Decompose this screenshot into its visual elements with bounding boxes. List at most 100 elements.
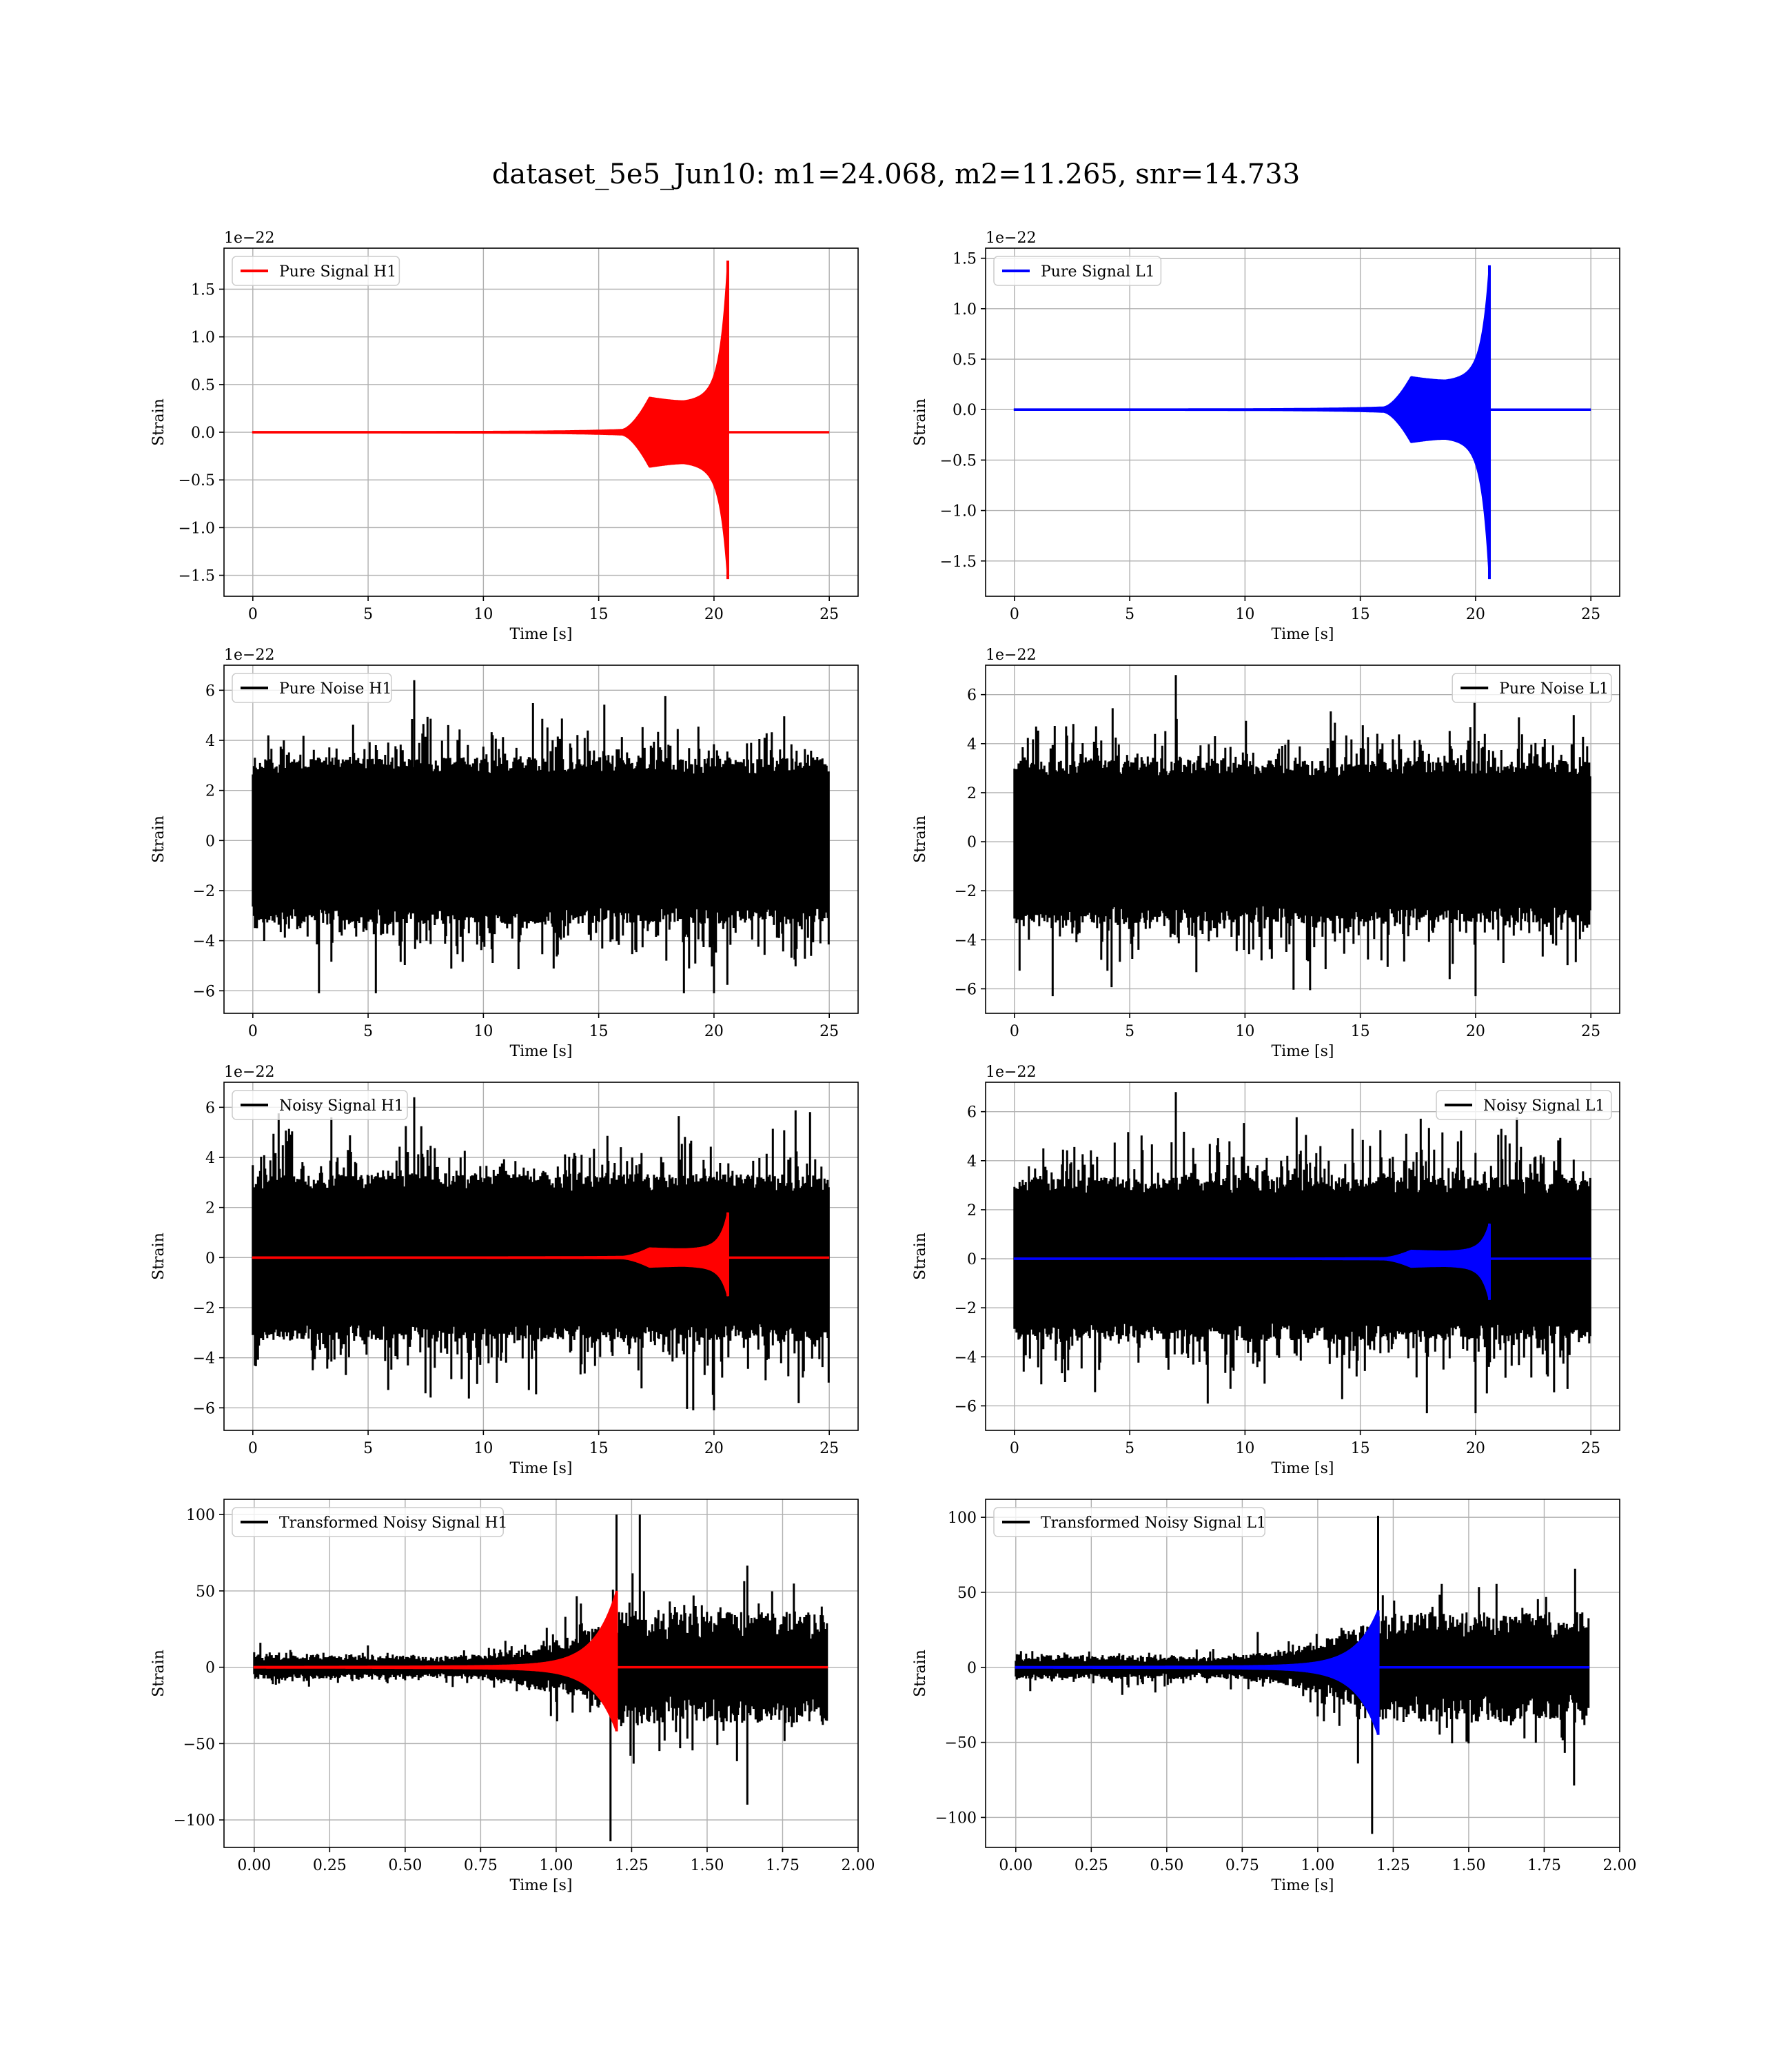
legend-box [232, 256, 400, 286]
x-axis-label: Time [s] [509, 1460, 572, 1477]
y-tick-label: −2 [193, 1300, 215, 1317]
axis-offset-label: 1e−22 [224, 1064, 274, 1081]
x-axis-label: Time [s] [1271, 1460, 1334, 1477]
y-tick-label: −0.5 [179, 472, 215, 489]
x-tick-label: 0.00 [999, 1857, 1032, 1874]
legend-label: Noisy Signal H1 [279, 1097, 404, 1115]
subplot-pure-signal-h1: 0 5 10 15 20 25 −1.5 −1.0 −0.5 0.0 0.5 1.0 1.5 Time [… [150, 230, 859, 643]
x-tick-label: 0.00 [237, 1857, 271, 1874]
x-tick-label: 10 [474, 606, 493, 623]
legend-box [232, 1507, 504, 1537]
x-tick-label: 10 [1235, 1440, 1254, 1457]
subplot-noisy-signal-l1: 0 5 10 15 20 25 −6 −4 −2 0 2 4 6 Time [s] Strain 1e−22 N… [912, 1064, 1620, 1477]
x-tick-label: 1.00 [1301, 1857, 1334, 1874]
ticks [981, 257, 1591, 601]
legend: Pure Noise H1 [232, 673, 392, 703]
y-tick-label: 0 [967, 834, 977, 851]
x-tick-label: 5 [363, 1023, 373, 1040]
transformed-noise-series-line [1015, 1515, 1590, 1834]
y-tick-label: 4 [967, 736, 977, 753]
ticks [981, 1517, 1620, 1852]
x-tick-label: 20 [704, 1023, 724, 1040]
y-tick-label: 6 [967, 687, 977, 704]
subplot-pure-noise-l1: 0 5 10 15 20 25 −6 −4 −2 0 2 4 6 Time [s] Strain 1e−22 P… [912, 647, 1620, 1060]
signal-series-band [1013, 266, 1490, 578]
y-tick-label: −1.0 [940, 503, 977, 520]
axes-frame [985, 1499, 1620, 1848]
y-tick-label: 0 [205, 1250, 215, 1267]
x-tick-label: 10 [1235, 606, 1254, 623]
legend: Noisy Signal L1 [1436, 1090, 1612, 1120]
axis-offset-label: 1e−22 [224, 647, 274, 664]
x-tick-label: 25 [1581, 1023, 1600, 1040]
axes-frame [985, 665, 1620, 1014]
x-tick-label: 0.25 [1075, 1857, 1108, 1874]
x-tick-label: 25 [1581, 606, 1600, 623]
axes-frame [223, 247, 859, 597]
y-tick-label: −50 [183, 1736, 215, 1753]
x-tick-label: 10 [474, 1023, 493, 1040]
x-tick-label: 2.00 [842, 1857, 875, 1874]
y-axis-label: Strain [912, 815, 929, 863]
x-tick-label: 15 [589, 1440, 609, 1457]
y-tick-label: 0.5 [953, 352, 977, 369]
y-tick-label: 6 [967, 1104, 977, 1122]
legend: Pure Noise L1 [1452, 673, 1612, 703]
x-tick-label: 25 [819, 606, 839, 623]
y-tick-label: 1.0 [191, 330, 215, 347]
x-axis-label: Time [s] [1271, 626, 1334, 643]
x-tick-label: 10 [1235, 1023, 1254, 1040]
y-tick-label: −2 [955, 883, 977, 900]
y-axis-label: Strain [912, 1233, 929, 1280]
y-tick-label: 4 [205, 733, 215, 750]
x-tick-label: 0 [1010, 1440, 1019, 1457]
subplot-transformed-noisy-signal-l1: 0.00 0.25 0.50 0.75 1.00 1.25 1.50 1.75 2.00 −100… [912, 1499, 1636, 1894]
y-tick-label: 4 [967, 1153, 977, 1170]
x-tick-label: 15 [1351, 1023, 1370, 1040]
x-tick-label: 25 [1581, 1440, 1600, 1457]
ticks [219, 1514, 859, 1852]
legend-label: Pure Signal L1 [1041, 263, 1155, 281]
plot-area [252, 260, 830, 580]
y-tick-label: 4 [205, 1150, 215, 1167]
x-tick-label: 0 [1010, 606, 1019, 623]
x-tick-label: 20 [704, 606, 724, 623]
legend-box [993, 1507, 1265, 1537]
x-axis-label: Time [s] [1271, 1043, 1334, 1060]
figure-title: dataset_5e5_Jun10: m1=24.068, m2=11.265,… [492, 159, 1300, 190]
legend: Noisy Signal H1 [232, 1090, 408, 1120]
legend-label: Noisy Signal L1 [1483, 1097, 1605, 1115]
y-tick-label: 0.0 [191, 425, 215, 442]
y-axis-label: Strain [150, 398, 167, 446]
y-tick-label: 1.5 [953, 251, 977, 268]
noise-series-line [1013, 675, 1591, 997]
legend-box [232, 673, 392, 703]
plot-area [253, 1514, 828, 1842]
x-tick-label: 20 [1466, 606, 1485, 623]
y-tick-label: 100 [186, 1507, 215, 1524]
y-tick-label: 2 [967, 1202, 977, 1219]
x-tick-label: 15 [589, 606, 609, 623]
axis-offset-label: 1e−22 [986, 647, 1036, 664]
subplot-noisy-signal-h1: 0 5 10 15 20 25 −6 −4 −2 0 2 4 6 Time [s] Strain 1e−22 N… [150, 1064, 859, 1477]
axes-frame [985, 247, 1620, 597]
legend-label: Pure Signal H1 [279, 263, 396, 281]
x-tick-label: 15 [589, 1023, 609, 1040]
x-tick-label: 0 [1010, 1023, 1019, 1040]
legend-box [1436, 1090, 1612, 1120]
y-tick-label: 0.5 [191, 377, 215, 394]
legend-box [993, 256, 1162, 286]
y-tick-label: −2 [955, 1300, 977, 1317]
y-tick-label: 0 [205, 833, 215, 850]
x-tick-label: 1.75 [1527, 1857, 1561, 1874]
x-tick-label: 1.25 [1376, 1857, 1410, 1874]
plot-area [252, 1097, 830, 1410]
grid [986, 248, 1620, 596]
x-tick-label: 1.25 [615, 1857, 649, 1874]
x-tick-label: 1.50 [690, 1857, 724, 1874]
ticks [219, 689, 830, 1018]
y-tick-label: 6 [205, 1099, 215, 1117]
y-axis-label: Strain [150, 1650, 167, 1697]
axis-offset-label: 1e−22 [224, 230, 274, 247]
x-axis-label: Time [s] [509, 626, 572, 643]
